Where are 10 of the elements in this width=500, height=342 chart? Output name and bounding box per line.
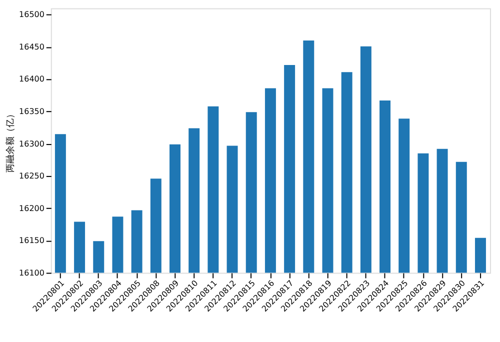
y-tick-label: 16250: [19, 172, 44, 181]
y-tick-label: 16150: [19, 236, 44, 246]
y-tick-label: 16100: [19, 268, 44, 278]
y-tick-label: 16300: [19, 139, 44, 148]
y-tick-label: 16350: [19, 107, 44, 116]
y-tick-label: 16450: [19, 42, 44, 52]
y-tick-label: 16500: [19, 10, 44, 20]
y-tick-label: 16400: [19, 74, 44, 84]
y-tick-label: 16200: [19, 204, 44, 213]
y-axis-title: 两融余额（亿）: [5, 110, 16, 173]
